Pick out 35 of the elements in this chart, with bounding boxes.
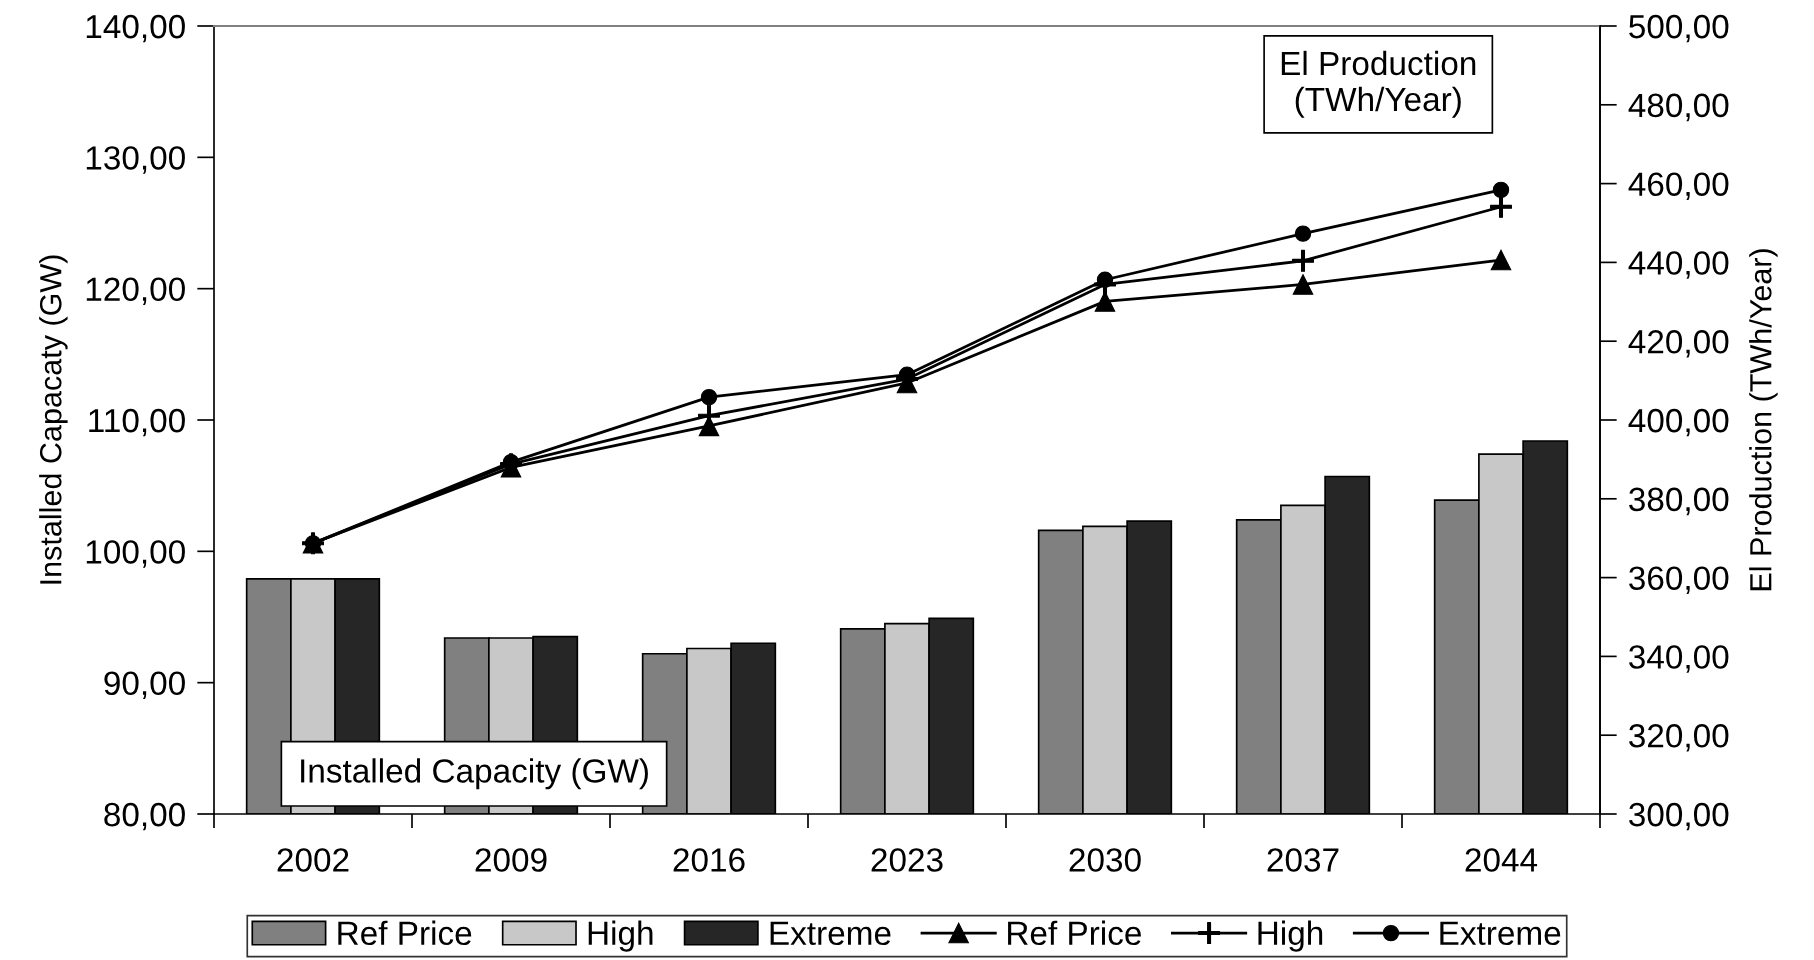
y2-tick-label: 460,00	[1628, 172, 1729, 200]
legend-label: Ref Price	[1008, 920, 1141, 946]
y2-tick-label: 500,00	[1629, 14, 1729, 43]
annotation: El Production (TWh/Year)	[1281, 50, 1476, 118]
y-tick-label: 100,00	[86, 540, 185, 568]
x-tick-label: 2009	[475, 848, 547, 872]
y2-tick-label: 360,00	[1629, 566, 1729, 594]
legend-label: Extreme	[1440, 921, 1561, 946]
y-tick-label: 120,00	[86, 277, 185, 306]
x-tick-label: 2023	[871, 848, 943, 872]
x-tick-label: 2030	[1069, 848, 1141, 872]
y2-tick-label: 440,00	[1628, 251, 1729, 279]
y2-axis-title: El Production (TWh/Year)	[1749, 249, 1778, 591]
legend-label: Extreme	[770, 921, 891, 946]
y2-tick-label: 380,00	[1629, 487, 1729, 516]
y2-tick-label: 300,00	[1629, 802, 1729, 831]
y-axis-title: Installed Capacaty (GW)	[39, 255, 68, 584]
y-tick-label: 130,00	[86, 146, 185, 174]
legend-label: Ref Price	[338, 920, 472, 946]
x-tick-label: 2016	[673, 848, 745, 872]
y-tick-label: 140,00	[86, 14, 185, 43]
y2-tick-label: 480,00	[1628, 93, 1729, 122]
y2-tick-label: 400,00	[1628, 408, 1729, 437]
y2-tick-label: 340,00	[1629, 645, 1729, 673]
y-tick-label: 110,00	[89, 408, 185, 437]
y2-tick-label: 420,00	[1628, 330, 1729, 358]
legend-label: High	[588, 920, 653, 952]
legend-label: High	[1258, 920, 1323, 952]
x-tick-label: 2002	[277, 848, 349, 872]
annotation: Installed Capacity (GW)	[301, 758, 648, 790]
x-tick-label: 2044	[1465, 848, 1538, 872]
y2-tick-label: 320,00	[1629, 724, 1729, 752]
y-tick-label: 80,00	[104, 802, 185, 831]
x-tick-label: 2037	[1267, 848, 1339, 872]
y-tick-label: 90,00	[104, 671, 185, 700]
